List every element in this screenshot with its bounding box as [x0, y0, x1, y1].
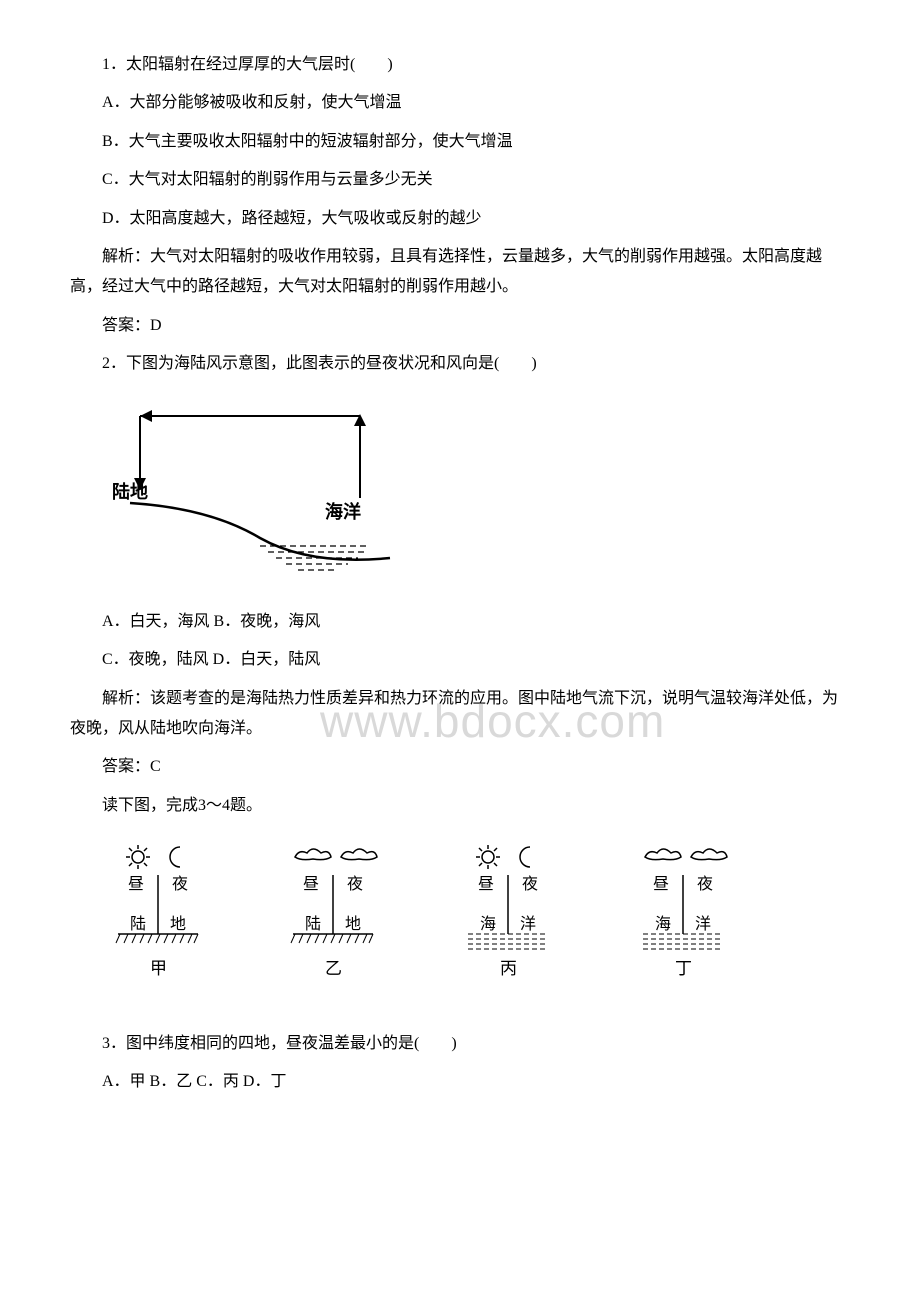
svg-text:洋: 洋: [520, 915, 536, 933]
q2-answer: 答案：C: [70, 752, 850, 782]
q1-optD: D．太阳高度越大，路径越短，大气吸收或反射的越少: [70, 204, 850, 234]
svg-text:昼: 昼: [653, 875, 669, 893]
q3-intro: 读下图，完成3～4题。: [70, 791, 850, 821]
svg-text:海: 海: [480, 915, 496, 933]
panel-jia: 昼 夜 陆 地 甲: [116, 845, 198, 978]
q3-stem: 3．图中纬度相同的四地，昼夜温差最小的是( ): [70, 1029, 850, 1059]
svg-text:乙: 乙: [325, 959, 342, 978]
svg-text:昼: 昼: [478, 875, 494, 893]
q1-stem: 1．太阳辐射在经过厚厚的大气层时( ): [70, 50, 850, 80]
svg-text:海: 海: [655, 915, 671, 933]
svg-text:夜: 夜: [697, 875, 713, 893]
q1-optA: A．大部分能够被吸收和反射，使大气增温: [70, 88, 850, 118]
q3-panels-figure: 昼 夜 陆 地 甲: [90, 839, 850, 1010]
svg-text:甲: 甲: [150, 959, 167, 978]
q2-figure: 陆地 海洋: [110, 398, 850, 589]
svg-text:夜: 夜: [522, 875, 538, 893]
page-container: 1．太阳辐射在经过厚厚的大气层时( ) A．大部分能够被吸收和反射，使大气增温 …: [70, 50, 850, 1097]
q2-stem: 2．下图为海陆风示意图，此图表示的昼夜状况和风向是( ): [70, 349, 850, 379]
four-panels-diagram: 昼 夜 陆 地 甲: [90, 839, 790, 999]
q1-optC: C．大气对太阳辐射的削弱作用与云量多少无关: [70, 165, 850, 195]
panel-ding: 昼 夜 海 洋 丁: [643, 849, 727, 978]
panel-bing: 昼 夜 海 洋 丙: [468, 845, 548, 978]
svg-text:昼: 昼: [303, 875, 319, 893]
q1-answer: 答案：D: [70, 311, 850, 341]
q3-opts: A．甲 B．乙 C．丙 D．丁: [70, 1067, 850, 1097]
q1-analysis: 解析：大气对太阳辐射的吸收作用较弱，且具有选择性，云量越多，大气的削弱作用越强。…: [70, 242, 850, 303]
svg-text:丁: 丁: [675, 959, 692, 978]
svg-text:陆: 陆: [130, 915, 146, 933]
svg-text:昼: 昼: [128, 875, 144, 893]
svg-text:地: 地: [345, 915, 361, 933]
land-label: 陆地: [112, 481, 148, 502]
ocean-label: 海洋: [325, 501, 361, 522]
svg-text:夜: 夜: [172, 875, 188, 893]
svg-text:洋: 洋: [695, 915, 711, 933]
q2-optsAB: A．白天，海风 B．夜晚，海风: [70, 607, 850, 637]
q2-optsCD: C．夜晚，陆风 D．白天，陆风: [70, 645, 850, 675]
svg-text:陆: 陆: [305, 915, 321, 933]
svg-text:地: 地: [170, 915, 186, 933]
q1-optB: B．大气主要吸收太阳辐射中的短波辐射部分，使大气增温: [70, 127, 850, 157]
q2-analysis: 解析：该题考查的是海陆热力性质差异和热力环流的应用。图中陆地气流下沉，说明气温较…: [70, 684, 850, 745]
svg-text:丙: 丙: [500, 959, 517, 978]
svg-text:夜: 夜: [347, 875, 363, 893]
panel-yi: 昼 夜 陆 地 乙: [291, 849, 377, 978]
sea-land-breeze-diagram: 陆地 海洋: [110, 398, 410, 578]
